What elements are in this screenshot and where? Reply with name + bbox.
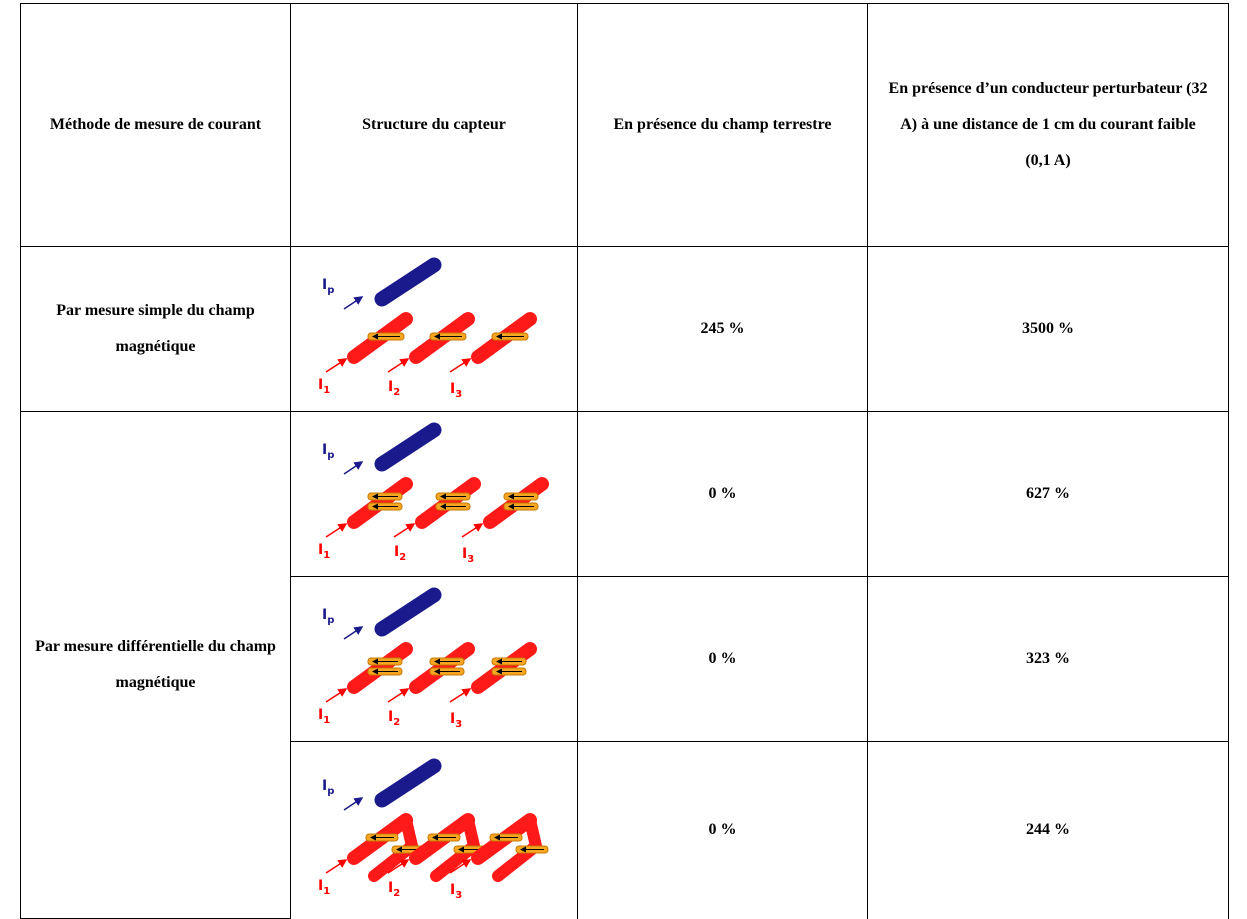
- arrow: [325, 523, 348, 538]
- current-subscript: 3: [455, 389, 462, 397]
- current-symbol: I: [450, 381, 455, 397]
- current-subscript: 1: [323, 550, 330, 561]
- current-label: Ip: [322, 442, 334, 461]
- header-row: Méthode de mesure de courant Structure d…: [20, 3, 1229, 247]
- current-symbol: I: [450, 711, 455, 727]
- current-subscript: p: [327, 285, 334, 296]
- current-label: I3: [462, 546, 474, 562]
- current-symbol: I: [322, 442, 327, 458]
- current-symbol: I: [394, 544, 399, 560]
- perturbing-cell: 3500 %: [867, 246, 1229, 412]
- current-label: I3: [450, 381, 462, 397]
- comparison-table: Méthode de mesure de courant Structure d…: [20, 3, 1229, 919]
- header-cell: En présence d’un conducteur perturbateur…: [867, 3, 1229, 247]
- table-row: Ip I1 I2 I3 0 % 244 %: [21, 741, 1229, 919]
- arrow: [343, 797, 364, 811]
- terrestrial-cell: 0 %: [577, 576, 868, 742]
- current-label: I1: [318, 542, 330, 561]
- current-label: I3: [450, 882, 462, 898]
- terrestrial-cell: 245 %: [577, 246, 868, 412]
- current-symbol: I: [318, 377, 323, 393]
- current-label: I1: [318, 878, 330, 897]
- current-symbol: I: [318, 878, 323, 894]
- current-subscript: 2: [393, 717, 400, 727]
- arrow: [343, 461, 364, 475]
- current-subscript: 3: [455, 719, 462, 727]
- current-label: Ip: [322, 778, 334, 797]
- current-symbol: I: [318, 542, 323, 558]
- header-cell: Méthode de mesure de courant: [20, 3, 291, 247]
- current-subscript: 1: [323, 715, 330, 726]
- current-subscript: p: [327, 615, 334, 626]
- arrow: [449, 688, 472, 703]
- perturbing-cell: 244 %: [867, 741, 1229, 919]
- arrow: [449, 859, 472, 874]
- current-label: I2: [394, 544, 406, 562]
- current-symbol: I: [388, 880, 393, 896]
- perturbing-cell: 323 %: [867, 576, 1229, 742]
- current-symbol: I: [388, 379, 393, 395]
- arrow: [461, 523, 484, 538]
- arrow: [387, 859, 410, 874]
- current-symbol: I: [388, 709, 393, 725]
- current-symbol: I: [322, 277, 327, 293]
- disturbing-conductor: [374, 422, 442, 472]
- diagram-cell: Ip I1 I2 I3: [290, 576, 578, 742]
- current-label: I2: [388, 379, 400, 397]
- arrow: [449, 358, 472, 373]
- current-subscript: 1: [323, 886, 330, 897]
- disturbing-conductor: [374, 257, 442, 307]
- current-subscript: 2: [393, 888, 400, 898]
- diagram-cell: Ip I1 I2 I3: [290, 411, 578, 577]
- current-subscript: p: [327, 786, 334, 797]
- current-symbol: I: [450, 882, 455, 898]
- arrow: [343, 296, 364, 310]
- current-symbol: I: [462, 546, 467, 562]
- current-symbol: I: [322, 607, 327, 623]
- header-cell: Structure du capteur: [290, 3, 578, 247]
- arrow: [393, 523, 416, 538]
- current-label: I2: [388, 709, 400, 727]
- current-subscript: 3: [455, 890, 462, 898]
- current-symbol: I: [318, 707, 323, 723]
- current-subscript: 1: [323, 385, 330, 396]
- current-symbol: I: [322, 778, 327, 794]
- table-row: Ip I1 I2 I3 0 % 323 %: [21, 576, 1229, 742]
- table-row: Par mesure simple du champ magnétique Ip I…: [20, 246, 1229, 412]
- current-subscript: 2: [399, 552, 406, 562]
- arrow: [387, 688, 410, 703]
- method-cell: Par mesure simple du champ magnétique: [20, 246, 291, 412]
- arrow: [387, 358, 410, 373]
- current-label: Ip: [322, 607, 334, 626]
- arrow: [325, 358, 348, 373]
- terrestrial-cell: 0 %: [577, 411, 868, 577]
- current-label: I1: [318, 377, 330, 396]
- current-label: I1: [318, 707, 330, 726]
- current-label: Ip: [322, 277, 334, 296]
- diagram-cell: Ip I1 I2 I3: [290, 741, 578, 919]
- terrestrial-cell: 0 %: [577, 741, 868, 919]
- table-row: Par mesure différentielle du champ magné…: [20, 411, 1229, 919]
- arrow: [325, 859, 348, 874]
- arrow: [325, 688, 348, 703]
- disturbing-conductor: [374, 758, 442, 808]
- header-cell: En présence du champ terrestre: [577, 3, 868, 247]
- perturbing-cell: 627 %: [867, 411, 1229, 577]
- diagram-cell: Ip I1 I2 I3: [290, 246, 578, 412]
- method-cell: Par mesure différentielle du champ magné…: [20, 411, 291, 919]
- current-label: I3: [450, 711, 462, 727]
- current-subscript: 2: [393, 387, 400, 397]
- current-label: I2: [388, 880, 400, 898]
- arrow: [343, 626, 364, 640]
- current-subscript: 3: [467, 554, 474, 562]
- current-subscript: p: [327, 450, 334, 461]
- disturbing-conductor: [374, 587, 442, 637]
